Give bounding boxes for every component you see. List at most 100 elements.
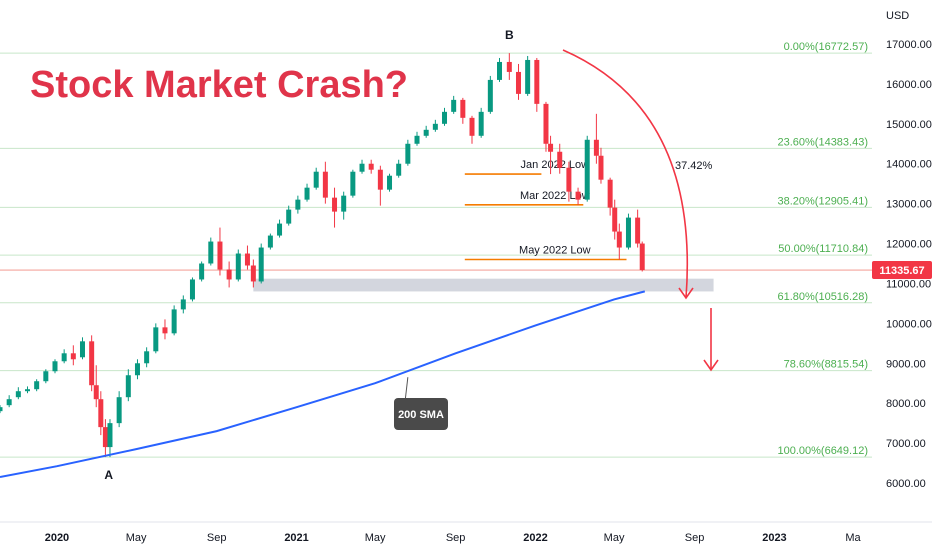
candle-body	[432, 123, 438, 130]
candle-body	[313, 171, 319, 188]
candle-body	[286, 209, 292, 224]
candle-body	[442, 111, 448, 124]
x-tick-label: May	[126, 532, 147, 544]
candle-body	[134, 363, 140, 376]
x-tick-label: May	[604, 532, 625, 544]
candle-body	[34, 381, 40, 390]
candle-body	[107, 423, 113, 448]
fib-level-label: 78.60%(8815.54)	[784, 359, 868, 371]
y-tick-label: 7000.00	[886, 438, 926, 450]
sma-callout-line	[404, 377, 409, 403]
y-tick-label: 8000.00	[886, 398, 926, 410]
candle-body	[639, 243, 645, 271]
candle-body	[598, 155, 604, 180]
annotations: 200 SMA A B 37.42%	[104, 28, 719, 482]
candle-body	[0, 407, 3, 412]
candle-body	[387, 175, 393, 190]
y-tick-label: 17000.00	[886, 39, 932, 51]
candle-body	[199, 263, 205, 280]
candle-body	[616, 231, 622, 248]
sma-layer	[0, 290, 646, 478]
y-tick-label: 11000.00	[886, 278, 931, 290]
x-tick-label: Sep	[446, 532, 466, 544]
x-tick-label: 2020	[45, 532, 69, 544]
candle-body	[93, 385, 99, 400]
support-zone	[253, 278, 714, 292]
candle-body	[593, 139, 599, 156]
candle-body	[543, 103, 549, 144]
drawdown-label: 37.42%	[675, 160, 713, 172]
chart-title: Stock Market Crash?	[30, 64, 408, 106]
candle-body	[70, 353, 76, 360]
candle-body	[267, 235, 273, 248]
candle-body	[304, 187, 310, 200]
y-tick-label: 14000.00	[886, 159, 932, 171]
candle-body	[497, 61, 503, 80]
support-line-label: May 2022 Low	[519, 245, 591, 257]
candle-body	[332, 197, 338, 212]
candle-body	[396, 163, 402, 176]
candle-body	[478, 111, 484, 136]
candle-body	[423, 129, 429, 136]
candle-body	[322, 171, 328, 198]
candle-body	[43, 371, 49, 382]
candle-body	[612, 207, 618, 232]
fib-level-label: 0.00%(16772.57)	[784, 41, 868, 53]
down-arrow-head	[703, 359, 719, 372]
candle-body	[162, 327, 168, 334]
candles	[0, 53, 645, 458]
candle-body	[6, 399, 12, 406]
support-lines: Jan 2022 Low Mar 2022 Low May 2022 Low	[464, 159, 627, 261]
x-tick-label: Sep	[207, 532, 227, 544]
candle-body	[341, 195, 347, 212]
candle-body	[525, 59, 531, 94]
candle-body	[607, 179, 613, 208]
candle-body	[359, 163, 365, 172]
candle-body	[144, 351, 150, 364]
fib-level-label: 38.20%(12905.41)	[777, 195, 868, 207]
x-tick-label: 2022	[523, 532, 547, 544]
candle-body	[557, 151, 563, 168]
candle-body	[24, 389, 30, 392]
pivot-label: A	[104, 468, 113, 482]
fib-level-label: 100.00%(6649.12)	[777, 445, 868, 457]
candle-body	[180, 299, 186, 310]
candle-body	[548, 143, 554, 152]
sma-line	[0, 290, 646, 478]
candle-body	[414, 135, 420, 144]
candle-body	[625, 217, 631, 248]
pivot-label: B	[505, 28, 514, 42]
fib-level-label: 50.00%(11710.84)	[778, 243, 868, 255]
sma-callout-box	[394, 398, 448, 430]
sma-label: 200 SMA	[398, 409, 444, 421]
current-price-badge	[872, 261, 932, 280]
candle-body	[79, 341, 85, 358]
candle-body	[460, 99, 466, 118]
candle-body	[98, 399, 104, 428]
candle-body	[635, 217, 641, 244]
candle-body	[250, 265, 256, 282]
x-tick-label: May	[365, 532, 386, 544]
candle-body	[368, 163, 374, 170]
candle-body	[189, 279, 195, 300]
fib-level-label: 23.60%(14383.43)	[777, 136, 868, 148]
candle-body	[584, 139, 590, 200]
candle-body	[506, 61, 512, 72]
candle-body	[244, 253, 250, 266]
candle-body	[102, 427, 108, 448]
time-axis-panel	[0, 522, 932, 550]
y-tick-label: 9000.00	[886, 358, 926, 370]
y-tick-label: 13000.00	[886, 199, 932, 211]
support-zone-rect	[253, 278, 714, 292]
x-tick-label: 2023	[762, 532, 786, 544]
candle-body	[61, 353, 67, 362]
candle-body	[235, 253, 241, 280]
candle-body	[451, 99, 457, 112]
candle-body	[89, 341, 95, 386]
drawdown-arrow-path	[562, 49, 689, 299]
candle-body	[171, 309, 177, 334]
support-line-label: Mar 2022 Low	[520, 190, 590, 202]
